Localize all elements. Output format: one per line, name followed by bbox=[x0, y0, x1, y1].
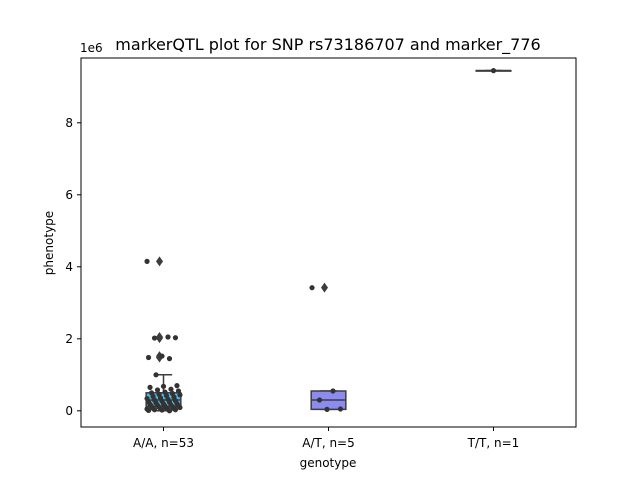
data-point bbox=[145, 407, 152, 414]
outlier-marker bbox=[321, 282, 328, 293]
data-point bbox=[324, 406, 330, 412]
data-point bbox=[151, 335, 158, 341]
data-point bbox=[166, 356, 173, 362]
y-tick-label: 4 bbox=[65, 260, 73, 274]
data-point bbox=[172, 335, 179, 341]
y-offset-label: 1e6 bbox=[80, 41, 103, 55]
y-tick-label: 6 bbox=[65, 188, 73, 202]
outlier-marker bbox=[156, 256, 163, 267]
data-point bbox=[166, 408, 173, 414]
data-point bbox=[175, 388, 182, 394]
data-point bbox=[151, 407, 158, 413]
data-point bbox=[177, 392, 183, 398]
data-point bbox=[330, 388, 336, 394]
data-point bbox=[490, 68, 497, 74]
chart-title: markerQTL plot for SNP rs73186707 and ma… bbox=[115, 35, 540, 55]
data-point bbox=[177, 404, 183, 411]
data-point bbox=[165, 334, 171, 340]
data-point bbox=[174, 383, 180, 389]
y-axis-label: phenotype bbox=[42, 211, 56, 275]
data-point bbox=[147, 384, 153, 390]
data-point bbox=[168, 386, 174, 392]
outlier-marker bbox=[156, 333, 163, 344]
data-point bbox=[160, 383, 167, 389]
data-point bbox=[154, 387, 161, 393]
x-tick-label: A/A, n=53 bbox=[133, 436, 194, 450]
data-point bbox=[337, 406, 344, 412]
x-tick-label: A/T, n=5 bbox=[302, 436, 355, 450]
data-point bbox=[144, 258, 150, 264]
data-point bbox=[159, 407, 165, 413]
data-point bbox=[172, 407, 179, 413]
data-point bbox=[316, 397, 323, 403]
y-tick-label: 0 bbox=[65, 404, 73, 418]
plot-frame bbox=[80, 57, 577, 428]
x-axis-label: genotype bbox=[300, 456, 357, 470]
data-point bbox=[159, 353, 165, 359]
data-point bbox=[153, 372, 159, 378]
plot-area: 0 2 4 6 8 A/A, n=53 A/T, n=5 T/T, n=1 bbox=[65, 57, 577, 450]
y-tick-label: 8 bbox=[65, 116, 73, 130]
y-tick-label: 2 bbox=[65, 332, 73, 346]
x-tick-label: T/T, n=1 bbox=[467, 436, 520, 450]
data-point bbox=[145, 354, 152, 361]
data-point bbox=[309, 285, 315, 291]
